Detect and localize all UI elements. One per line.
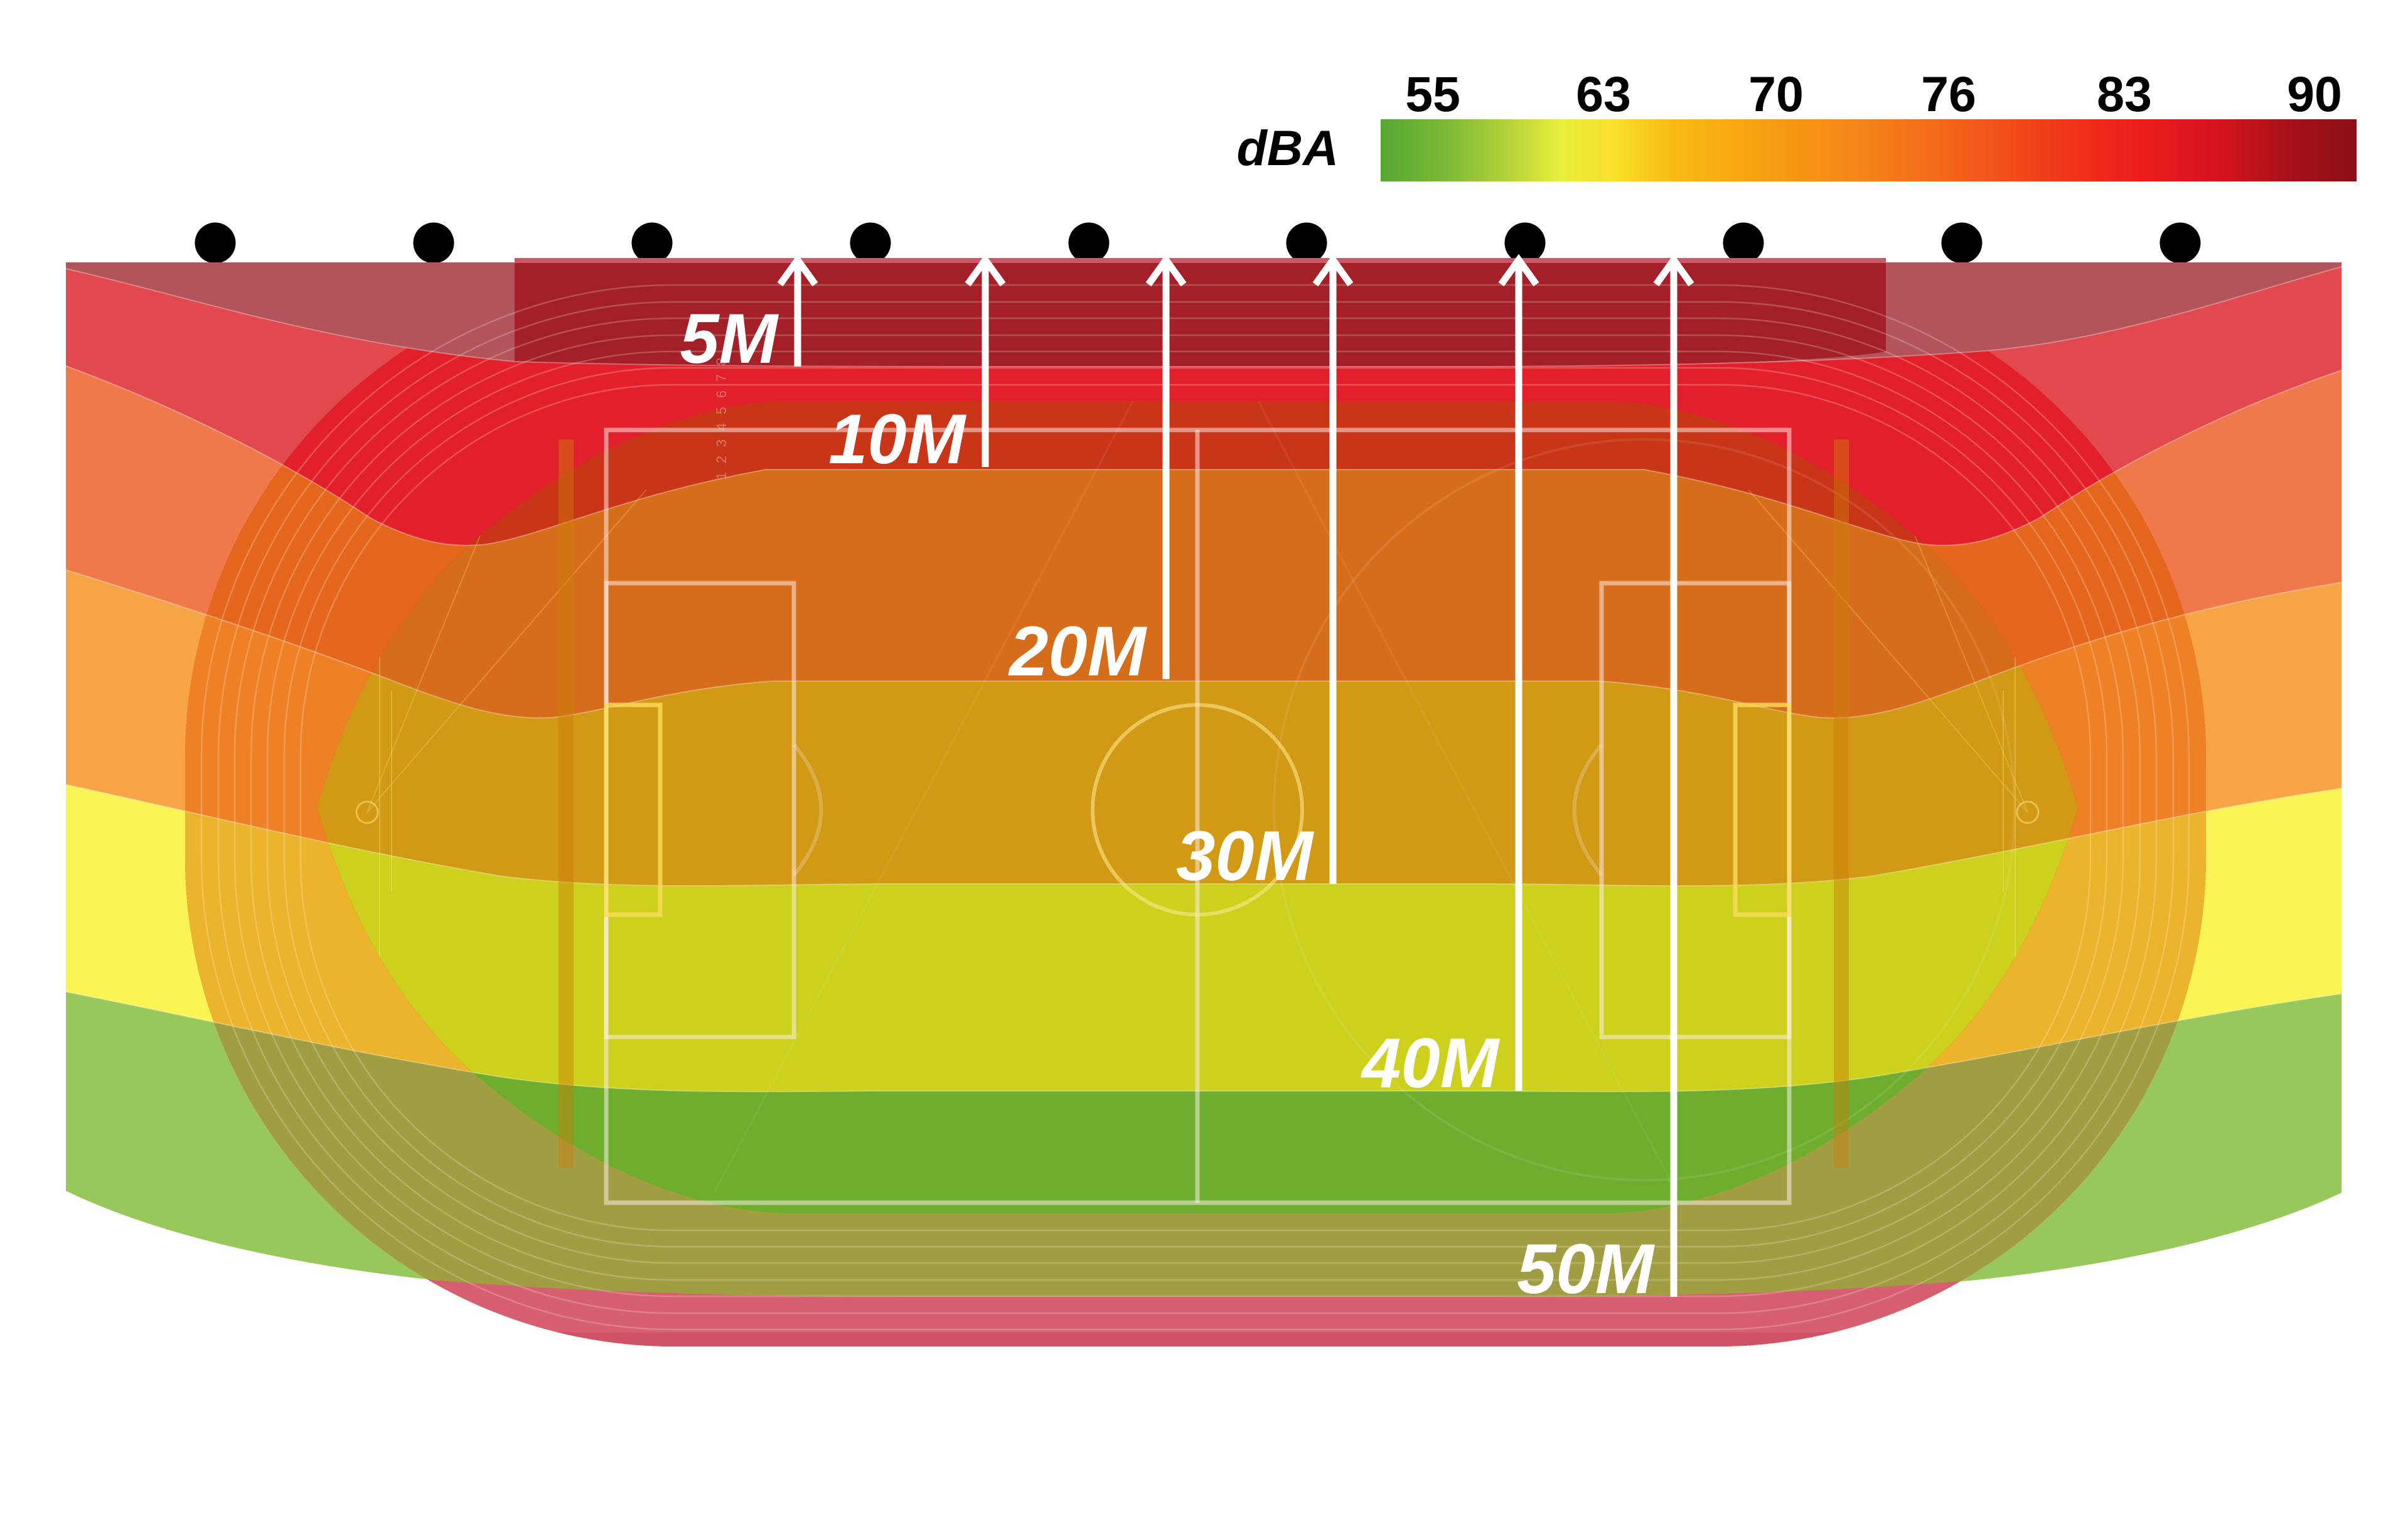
svg-text:10M: 10M — [828, 400, 967, 478]
svg-text:90: 90 — [2287, 66, 2342, 122]
svg-text:8: 8 — [714, 358, 729, 365]
svg-text:50M: 50M — [1517, 1230, 1656, 1308]
svg-text:2: 2 — [714, 456, 729, 463]
svg-text:7: 7 — [714, 374, 729, 382]
svg-text:6: 6 — [714, 390, 729, 398]
svg-text:70: 70 — [1748, 66, 1804, 122]
svg-text:4: 4 — [714, 423, 729, 431]
svg-text:55: 55 — [1405, 66, 1460, 122]
svg-text:1: 1 — [714, 472, 729, 480]
svg-text:30M: 30M — [1176, 817, 1315, 895]
svg-text:63: 63 — [1576, 66, 1631, 122]
svg-text:83: 83 — [2097, 66, 2152, 122]
svg-text:40M: 40M — [1361, 1024, 1501, 1102]
svg-text:76: 76 — [1921, 66, 1976, 122]
svg-text:5: 5 — [714, 407, 729, 414]
svg-text:dBA: dBA — [1237, 120, 1339, 176]
svg-text:3: 3 — [714, 439, 729, 447]
svg-text:5M: 5M — [680, 299, 779, 378]
svg-text:20M: 20M — [1008, 612, 1148, 690]
